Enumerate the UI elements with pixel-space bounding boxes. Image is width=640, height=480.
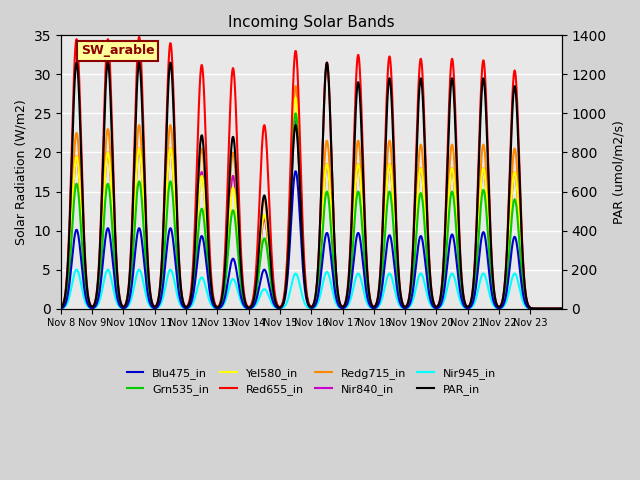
Title: Incoming Solar Bands: Incoming Solar Bands bbox=[228, 15, 395, 30]
Y-axis label: PAR (umol/m2/s): PAR (umol/m2/s) bbox=[612, 120, 625, 224]
Text: SW_arable: SW_arable bbox=[81, 45, 154, 58]
Legend: Blu475_in, Grn535_in, Yel580_in, Red655_in, Redg715_in, Nir840_in, Nir945_in, PA: Blu475_in, Grn535_in, Yel580_in, Red655_… bbox=[122, 363, 500, 400]
Y-axis label: Solar Radiation (W/m2): Solar Radiation (W/m2) bbox=[15, 99, 28, 245]
